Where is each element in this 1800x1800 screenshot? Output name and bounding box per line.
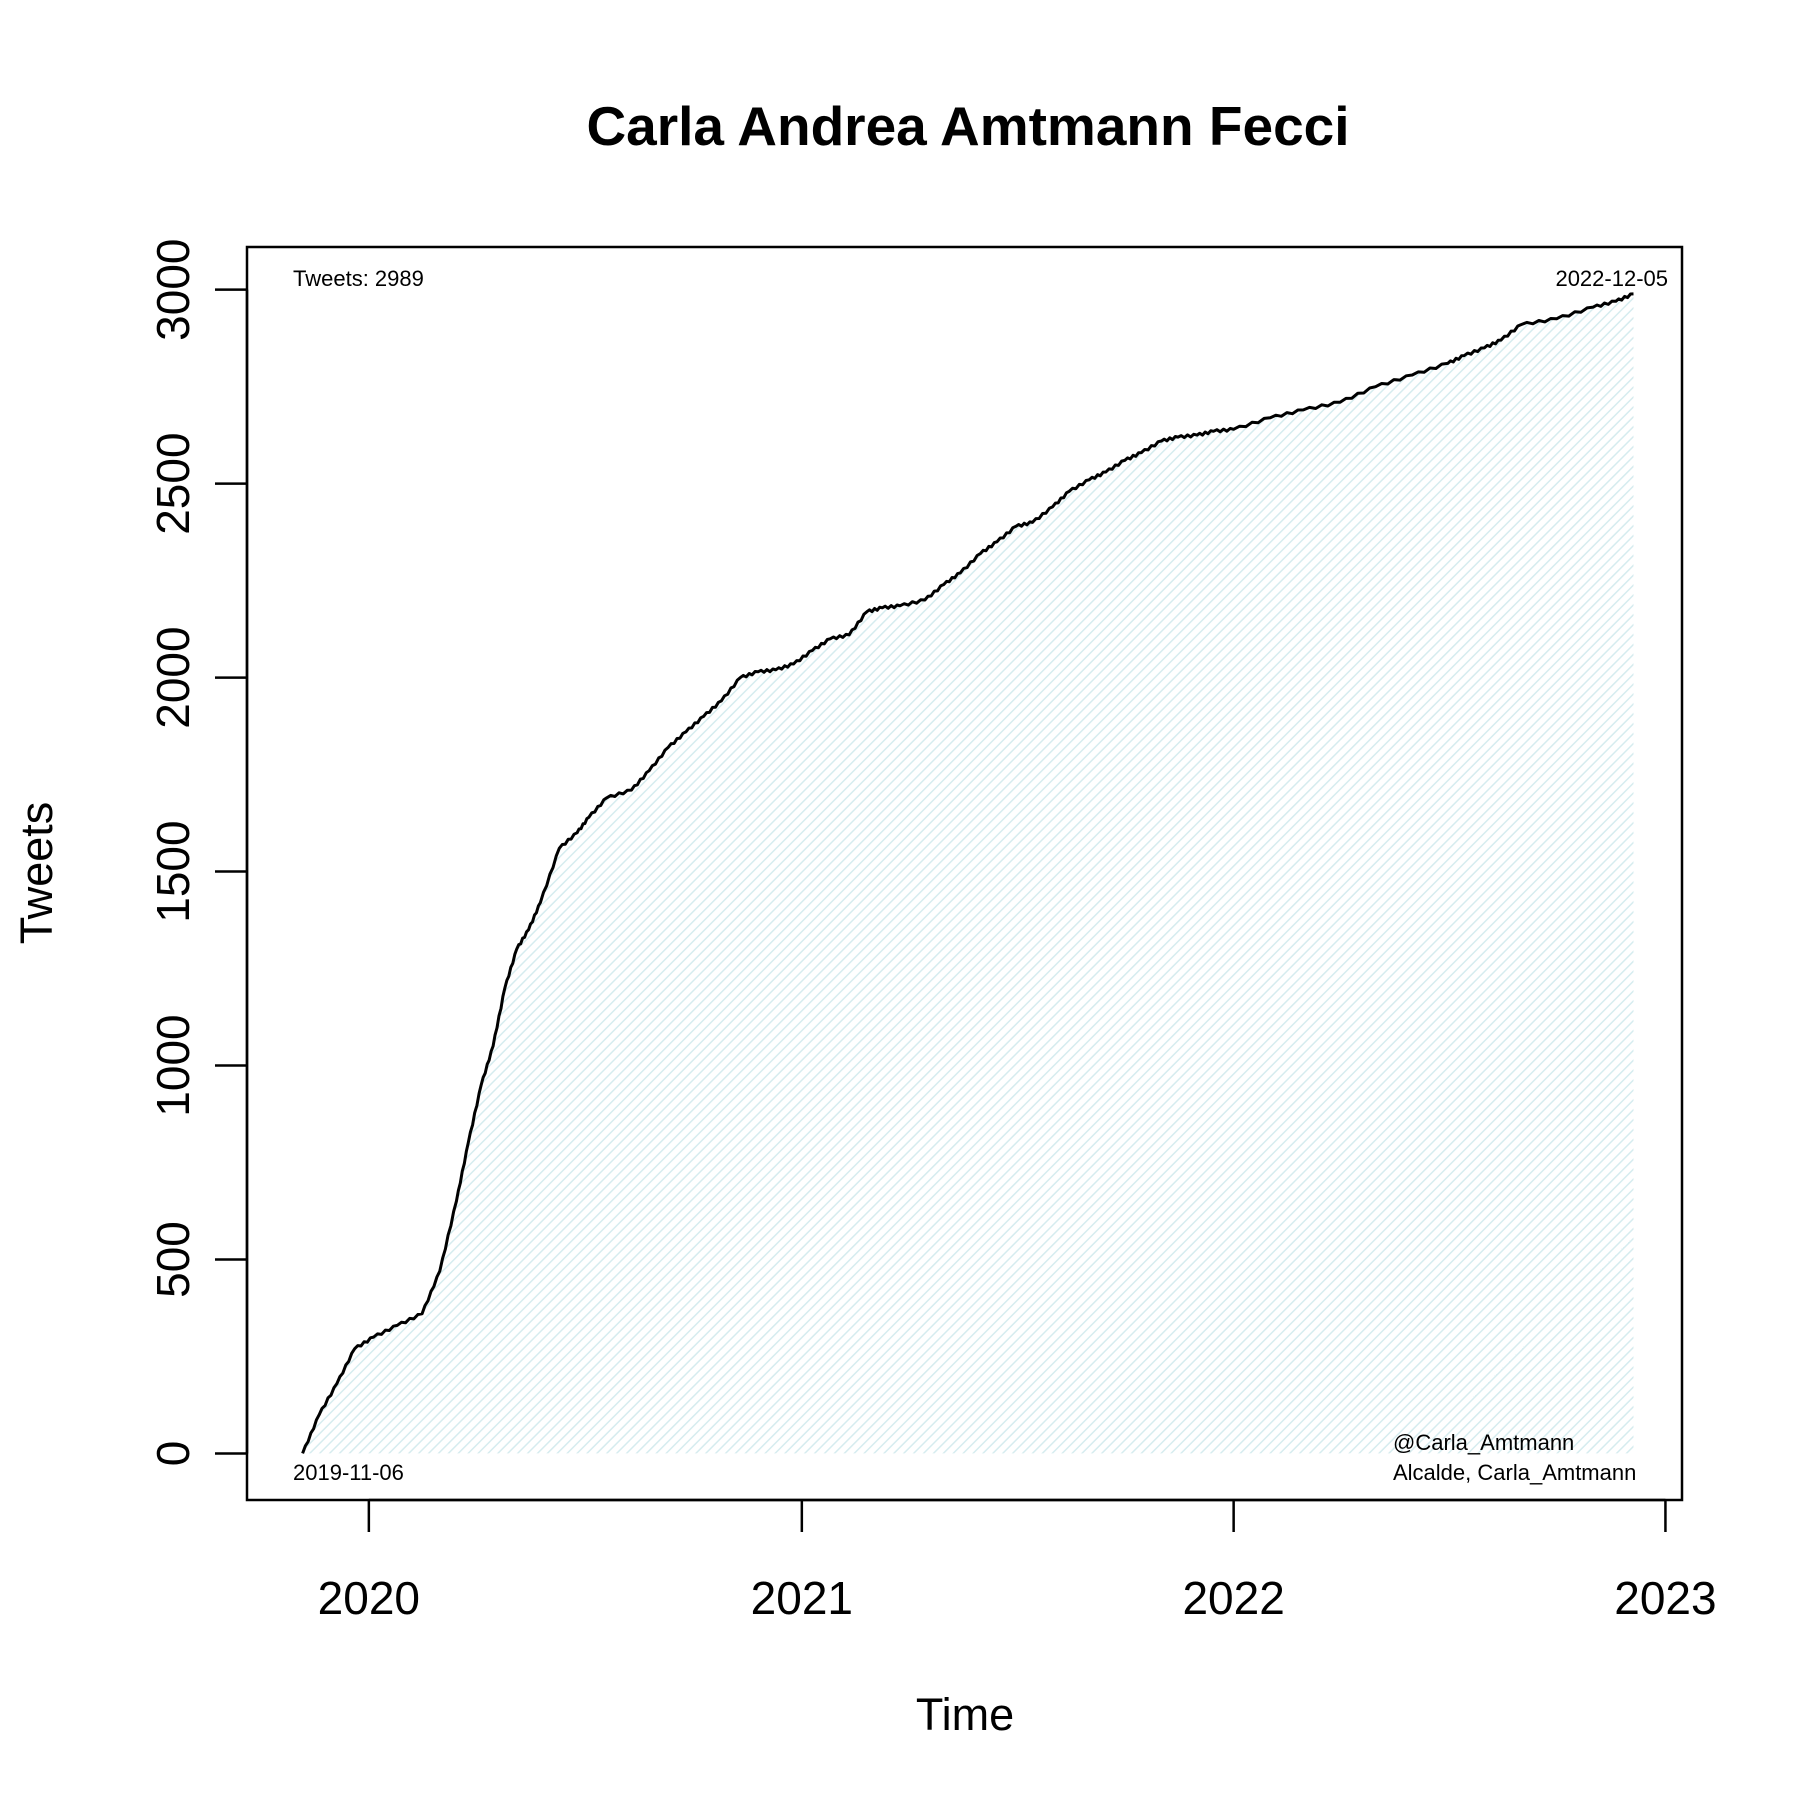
y-tick-label-1500: 1500: [147, 820, 199, 922]
cumulative-tweets-line: [301, 292, 1634, 1454]
x-axis: 2020 2021 2022 2023: [318, 1498, 1717, 1624]
start-date-annotation: 2019-11-06: [293, 1460, 404, 1485]
handle-annotation: @Carla_Amtmann: [1393, 1430, 1574, 1455]
y-tick-label-0: 0: [147, 1441, 199, 1467]
x-tick-label-2022: 2022: [1182, 1572, 1284, 1624]
chart-title: Carla Andrea Amtmann Fecci: [586, 95, 1349, 157]
x-tick-label-2021: 2021: [751, 1572, 853, 1624]
y-tick-label-500: 500: [147, 1221, 199, 1298]
y-axis: 0 500 1000 1500 2000 2500 3000: [147, 238, 249, 1467]
y-axis-label: Tweets: [11, 802, 62, 945]
y-tick-label-1000: 1000: [147, 1014, 199, 1116]
x-tick-label-2020: 2020: [318, 1572, 420, 1624]
y-tick-label-2000: 2000: [147, 626, 199, 728]
y-tick-label-2500: 2500: [147, 432, 199, 534]
cumulative-area-fill: [302, 293, 1634, 1454]
x-tick-label-2023: 2023: [1614, 1572, 1716, 1624]
y-tick-label-3000: 3000: [147, 238, 199, 340]
end-date-annotation: 2022-12-05: [1555, 266, 1668, 291]
x-axis-label: Time: [916, 1689, 1014, 1740]
description-annotation: Alcalde, Carla_Amtmann: [1393, 1460, 1636, 1485]
tweet-count-annotation: Tweets: 2989: [293, 266, 424, 291]
